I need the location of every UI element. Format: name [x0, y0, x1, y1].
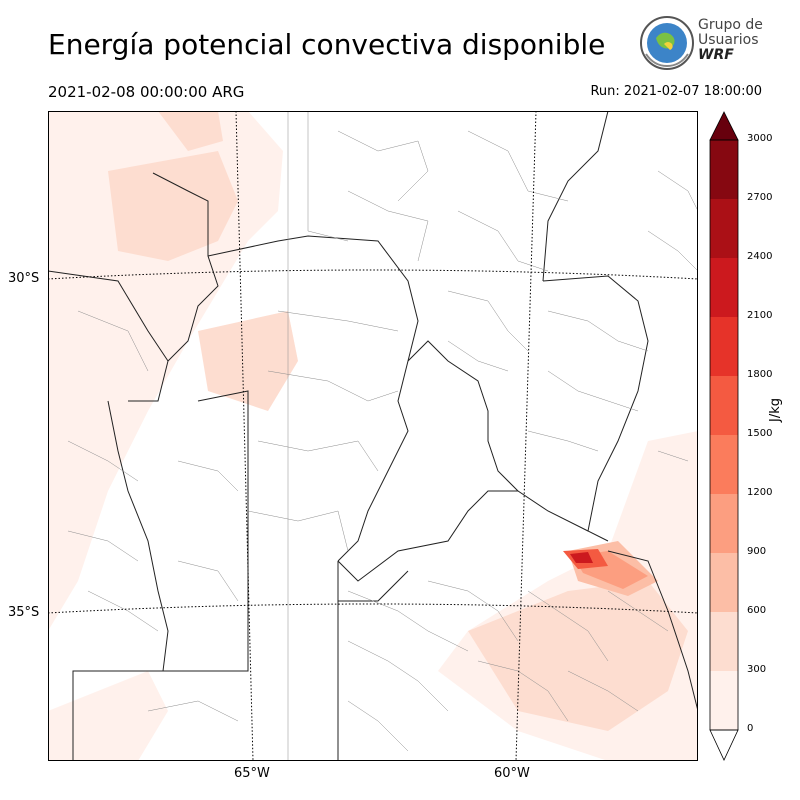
colorbar-under-arrow [709, 729, 739, 761]
lon-label-65w: 65°W [234, 766, 270, 781]
lat-label-30s: 30°S [8, 271, 40, 286]
colorbar-swatch [710, 671, 738, 730]
map-title: Energía potencial convectiva disponible [48, 28, 606, 61]
colorbar-tick-label: 1500 [747, 428, 773, 439]
province-borders [48, 111, 698, 761]
colorbar-tick-label: 2700 [747, 192, 773, 203]
colorbar-swatch [710, 317, 738, 376]
map-panel [48, 111, 698, 761]
colorbar-swatch [710, 258, 738, 317]
department-borders [67, 111, 698, 761]
colorbar-swatch [710, 140, 738, 199]
colorbar-tick-label: 900 [747, 546, 767, 557]
lat-label-35s: 35°S [8, 605, 40, 620]
colorbar-swatch [710, 376, 738, 435]
run-time: Run: 2021-02-07 18:00:00 [590, 84, 762, 99]
colorbar-tick-label: 2100 [747, 310, 773, 321]
colorbar-tick-label: 0 [747, 723, 754, 734]
colorbar [709, 111, 739, 761]
logo-line1: Grupo de [698, 17, 763, 33]
colorbar-tick-label: 3000 [747, 133, 773, 144]
cape-shading [48, 111, 698, 761]
lon-label-60w: 60°W [494, 766, 530, 781]
colorbar-tick-label: 300 [747, 664, 767, 675]
wrf-logo: Grupo de Usuarios WRF [638, 14, 768, 74]
colorbar-unit: J/kg [768, 398, 783, 422]
colorbar-over-arrow [709, 111, 739, 141]
colorbar-swatch [710, 494, 738, 553]
globe-logo-icon [640, 16, 694, 70]
graticule [48, 111, 698, 761]
colorbar-swatch [710, 553, 738, 612]
colorbar-tick-label: 600 [747, 605, 767, 616]
valid-time: 2021-02-08 00:00:00 ARG [48, 83, 245, 101]
colorbar-tick-label: 1200 [747, 487, 773, 498]
colorbar-tick-label: 1800 [747, 369, 773, 380]
colorbar-swatch [710, 199, 738, 258]
logo-line3: WRF [698, 47, 734, 63]
map-frame [48, 111, 698, 761]
colorbar-tick-label: 2400 [747, 251, 773, 262]
colorbar-swatch [710, 612, 738, 671]
logo-line2: Usuarios [698, 32, 759, 48]
colorbar-swatch [710, 435, 738, 494]
